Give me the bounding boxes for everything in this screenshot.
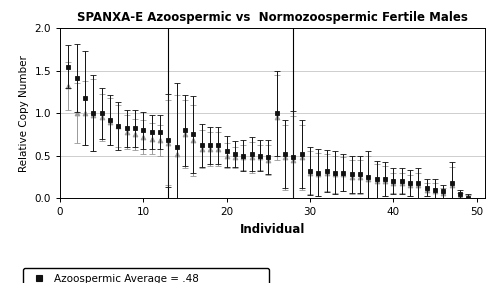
X-axis label: Individual: Individual — [240, 223, 305, 236]
Legend: Azoospermic Average = .48, Normozoospermic Fertile Average = .52: Azoospermic Average = .48, Normozoosperm… — [22, 268, 268, 283]
Title: SPANXA-E Azoospermic vs  Normozoospermic Fertile Males: SPANXA-E Azoospermic vs Normozoospermic … — [77, 11, 468, 24]
Y-axis label: Relative Copy Number: Relative Copy Number — [19, 55, 29, 171]
